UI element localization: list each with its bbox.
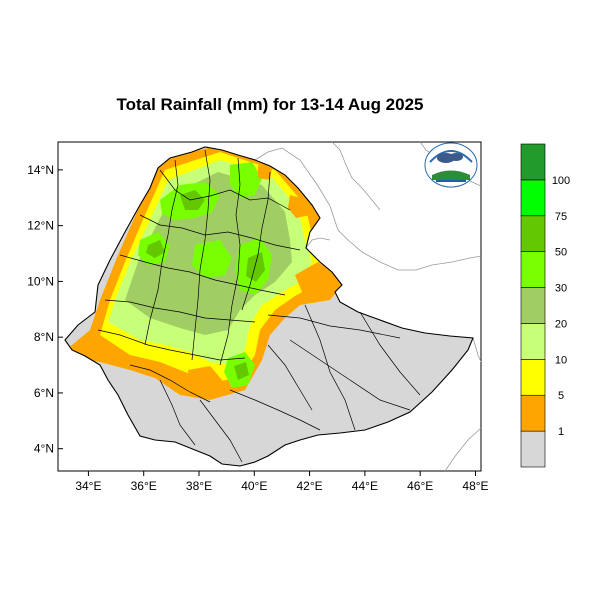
colorbar-label: 10 [555, 354, 567, 366]
colorbar-swatch [520, 359, 546, 396]
colorbar-swatch [520, 215, 546, 252]
lon-tick-label: 48°E [462, 479, 488, 493]
colorbar-label: 30 [555, 283, 567, 295]
lon-tick-label: 36°E [131, 479, 157, 493]
lon-tick-label: 46°E [407, 479, 433, 493]
rainfall-field [65, 147, 473, 466]
lon-tick-label: 38°E [186, 479, 212, 493]
lon-tick-label: 42°E [297, 479, 323, 493]
lon-tick-label: 40°E [241, 479, 267, 493]
colorbar-label: 100 [552, 175, 570, 187]
lat-tick-label: 12°N [27, 219, 54, 233]
map-axes: 14°N 12°N 10°N 8°N 6°N 4°N 34°E 36°E 38°E 40°E 42°… [27, 163, 488, 493]
colorbar-swatch [520, 143, 546, 181]
lat-tick-label: 14°N [27, 163, 54, 177]
lat-tick-label: 8°N [34, 330, 54, 344]
colorbar-label: 5 [558, 390, 564, 402]
ethiopian-meteorology-institute-logo [424, 142, 478, 188]
colorbar-swatch [520, 287, 546, 324]
rainfall-colorbar: 1 5 10 20 30 50 75 100 [520, 143, 570, 468]
admin-boundaries [97, 149, 421, 463]
colorbar-swatch [520, 394, 546, 432]
colorbar-label: 20 [555, 318, 567, 330]
map-title: Total Rainfall (mm) for 13-14 Aug 2025 [116, 95, 424, 114]
colorbar-swatch [520, 179, 546, 217]
lat-tick-label: 4°N [34, 442, 54, 456]
lon-tick-label: 34°E [75, 479, 101, 493]
lat-tick-label: 6°N [34, 386, 54, 400]
lon-tick-label: 44°E [352, 479, 378, 493]
colorbar-label: 75 [555, 211, 567, 223]
colorbar-swatch [520, 430, 546, 468]
lat-tick-label: 10°N [27, 274, 54, 288]
colorbar-label: 1 [558, 426, 564, 438]
colorbar-label: 50 [555, 247, 567, 259]
colorbar-swatch [520, 323, 546, 360]
colorbar-swatch [520, 251, 546, 288]
